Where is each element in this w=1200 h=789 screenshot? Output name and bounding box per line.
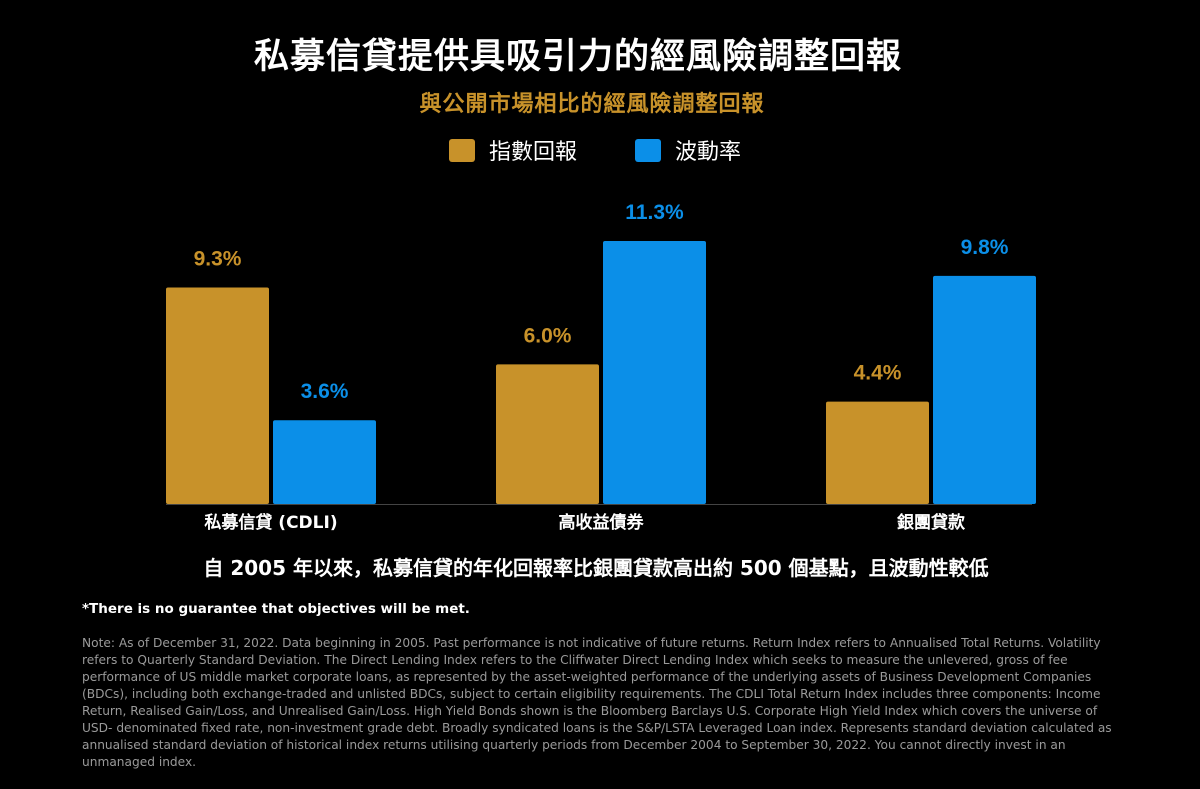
category-label-syndicated-loans: 銀團貸款 — [897, 512, 966, 533]
data-label-high-yield-bonds-volatility: 11.3% — [625, 201, 684, 224]
bar-syndicated-loans-volatility — [933, 275, 1036, 504]
data-label-private-credit-volatility: 3.6% — [301, 380, 349, 403]
data-label-private-credit-index-return: 9.3% — [194, 248, 242, 271]
legend-label-volatility: 波動率 — [675, 140, 742, 165]
bar-private-credit-index-return — [166, 287, 269, 504]
bar-high-yield-bonds-index-return — [496, 364, 599, 504]
category-label-high-yield-bonds: 高收益債券 — [559, 512, 645, 533]
legend-swatch-index-return — [448, 138, 475, 162]
chart-subtitle: 與公開市場相比的經風險調整回報 — [419, 92, 765, 117]
legend-label-index-return: 指數回報 — [488, 140, 577, 165]
data-label-syndicated-loans-index-return: 4.4% — [854, 362, 902, 385]
bar-high-yield-bonds-volatility — [603, 241, 706, 504]
headline-statement: 自 2005 年以來，私募信貸的年化回報率比銀團貸款高出約 500 個基點，且波… — [203, 556, 989, 580]
category-label-private-credit: 私募信貸 (CDLI) — [204, 512, 337, 533]
legend: 指數回報 波動率 — [0, 134, 1190, 166]
legend-swatch-volatility — [635, 138, 661, 162]
legend-item-index-return: 指數回報 — [448, 134, 577, 166]
footnote: Note: As of December 31, 2022. Data begi… — [82, 636, 1112, 769]
bar-private-credit-volatility — [273, 420, 376, 504]
legend-item-volatility: 波動率 — [635, 134, 741, 166]
bar-syndicated-loans-index-return — [826, 401, 929, 504]
data-label-syndicated-loans-volatility: 9.8% — [961, 236, 1009, 259]
chart-title: 私募信貸提供具吸引力的經風險調整回報 — [253, 37, 902, 77]
bar-chart: 9.3% 3.6% 私募信貸 (CDLI) 6.0% 11.3% 高收益債券 4.4% 9.8… — [166, 201, 1036, 533]
data-label-high-yield-bonds-index-return: 6.0% — [524, 324, 572, 347]
disclaimer: *There is no guarantee that objectives w… — [82, 601, 470, 617]
